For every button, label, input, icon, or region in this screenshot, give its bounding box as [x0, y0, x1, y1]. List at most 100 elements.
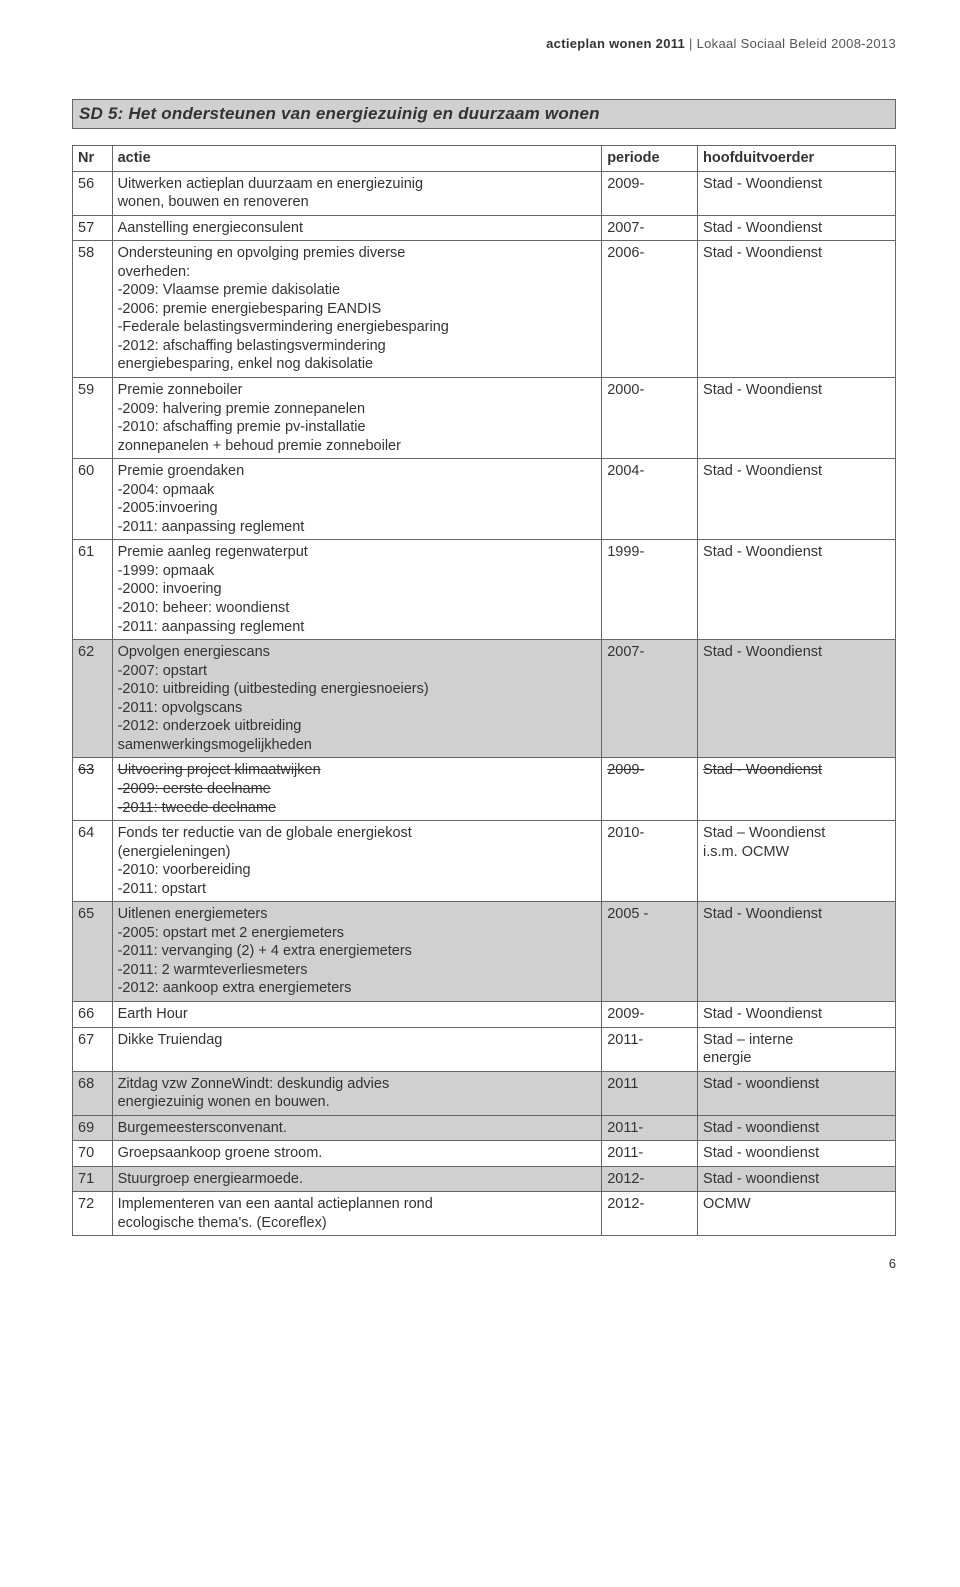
- hoofd-line: Stad - woondienst: [703, 1145, 819, 1161]
- table-row: 67Dikke Truiendag2011-Stad – interneener…: [73, 1027, 896, 1071]
- hoofd-line: Stad – Woondienst: [703, 825, 825, 841]
- cell-actie: Uitwerken actieplan duurzaam en energiez…: [112, 171, 602, 215]
- cell-hoofduitvoerder: OCMW: [698, 1192, 896, 1236]
- actie-line: -2011: opstart: [118, 881, 206, 897]
- cell-hoofduitvoerder: Stad - woondienst: [698, 1141, 896, 1167]
- hoofd-line: Stad - Woondienst: [703, 220, 822, 236]
- col-header-hoofd: hoofduitvoerder: [698, 146, 896, 172]
- cell-hoofduitvoerder: Stad - woondienst: [698, 1166, 896, 1192]
- page: actieplan wonen 2011 | Lokaal Sociaal Be…: [0, 0, 960, 1307]
- hoofd-line: Stad - Woondienst: [703, 382, 822, 398]
- hoofd-line: Stad - Woondienst: [703, 906, 822, 922]
- actie-line: -2005:invoering: [118, 500, 218, 516]
- cell-nr: 58: [73, 241, 113, 378]
- actie-line: overheden:: [118, 264, 191, 280]
- actie-line: Uitvoering project klimaatwijken: [118, 762, 321, 778]
- cell-actie: Earth Hour: [112, 1001, 602, 1027]
- table-row: 60Premie groendaken-2004: opmaak-2005:in…: [73, 459, 896, 540]
- cell-periode: 2011: [602, 1071, 698, 1115]
- cell-periode: 2012-: [602, 1192, 698, 1236]
- actie-line: -2011: vervanging (2) + 4 extra energiem…: [118, 943, 412, 959]
- cell-actie: Ondersteuning en opvolging premies diver…: [112, 241, 602, 378]
- hoofd-line: Stad - Woondienst: [703, 1006, 822, 1022]
- cell-nr: 70: [73, 1141, 113, 1167]
- actie-line: (energieleningen): [118, 844, 231, 860]
- cell-periode: 2012-: [602, 1166, 698, 1192]
- cell-hoofduitvoerder: Stad - Woondienst: [698, 902, 896, 1002]
- actie-line: Groepsaankoop groene stroom.: [118, 1145, 323, 1161]
- hoofd-line: Stad - Woondienst: [703, 544, 822, 560]
- table-row: 59Premie zonneboiler-2009: halvering pre…: [73, 378, 896, 459]
- cell-hoofduitvoerder: Stad - Woondienst: [698, 378, 896, 459]
- cell-nr: 71: [73, 1166, 113, 1192]
- cell-periode: 1999-: [602, 540, 698, 640]
- table-row: 66Earth Hour2009-Stad - Woondienst: [73, 1001, 896, 1027]
- table-row: 65Uitlenen energiemeters-2005: opstart m…: [73, 902, 896, 1002]
- actie-line: Aanstelling energieconsulent: [118, 220, 303, 236]
- cell-hoofduitvoerder: Stad - Woondienst: [698, 640, 896, 758]
- actie-line: -2011: tweede deelname: [118, 800, 277, 816]
- actie-line: -2012: afschaffing belastingsverminderin…: [118, 338, 386, 354]
- actie-line: energiebesparing, enkel nog dakisolatie: [118, 356, 374, 372]
- cell-actie: Stuurgroep energiearmoede.: [112, 1166, 602, 1192]
- cell-nr: 68: [73, 1071, 113, 1115]
- actie-line: -2009: Vlaamse premie dakisolatie: [118, 282, 340, 298]
- cell-hoofduitvoerder: Stad – interne energie: [698, 1027, 896, 1071]
- actie-line: Ondersteuning en opvolging premies diver…: [118, 245, 406, 261]
- cell-hoofduitvoerder: Stad - Woondienst: [698, 540, 896, 640]
- actie-line: -2011: aanpassing reglement: [118, 619, 305, 635]
- cell-actie: Burgemeestersconvenant.: [112, 1115, 602, 1141]
- cell-periode: 2011-: [602, 1115, 698, 1141]
- table-row: 61Premie aanleg regenwaterput-1999: opma…: [73, 540, 896, 640]
- actie-line: Zitdag vzw ZonneWindt: deskundig advies: [118, 1076, 390, 1092]
- hoofd-line: Stad - woondienst: [703, 1171, 819, 1187]
- header-title-sep: |: [685, 36, 697, 51]
- actie-line: -Federale belastingsvermindering energie…: [118, 319, 449, 335]
- cell-actie: Premie zonneboiler-2009: halvering premi…: [112, 378, 602, 459]
- actie-line: Earth Hour: [118, 1006, 188, 1022]
- cell-actie: Premie groendaken -2004: opmaak -2005:invo…: [112, 459, 602, 540]
- cell-actie: Uitlenen energiemeters-2005: opstart met…: [112, 902, 602, 1002]
- actie-line: -2010: voorbereiding: [118, 862, 251, 878]
- actie-line: -2004: opmaak: [118, 482, 215, 498]
- cell-hoofduitvoerder: Stad - Woondienst: [698, 171, 896, 215]
- cell-actie: Aanstelling energieconsulent: [112, 215, 602, 241]
- hoofd-line: i.s.m. OCMW: [703, 844, 789, 860]
- hoofd-line: energie: [703, 1050, 751, 1066]
- actie-line: Fonds ter reductie van de globale energi…: [118, 825, 412, 841]
- hoofd-line: Stad - Woondienst: [703, 644, 822, 660]
- cell-hoofduitvoerder: Stad - Woondienst: [698, 758, 896, 821]
- actie-line: -2012: aankoop extra energiemeters: [118, 980, 352, 996]
- table-row: 68Zitdag vzw ZonneWindt: deskundig advie…: [73, 1071, 896, 1115]
- cell-actie: Uitvoering project klimaatwijken-2009: e…: [112, 758, 602, 821]
- cell-periode: 2000-: [602, 378, 698, 459]
- hoofd-line: Stad – interne: [703, 1032, 793, 1048]
- cell-periode: 2007-: [602, 215, 698, 241]
- cell-nr: 62: [73, 640, 113, 758]
- cell-actie: Implementeren van een aantal actieplanne…: [112, 1192, 602, 1236]
- actie-line: -2011: opvolgscans: [118, 700, 243, 716]
- cell-nr: 66: [73, 1001, 113, 1027]
- actie-line: energiezuinig wonen en bouwen.: [118, 1094, 330, 1110]
- hoofd-line: OCMW: [703, 1196, 751, 1212]
- cell-actie: Zitdag vzw ZonneWindt: deskundig advies e…: [112, 1071, 602, 1115]
- cell-periode: 2011-: [602, 1141, 698, 1167]
- actie-line: Premie groendaken: [118, 463, 245, 479]
- cell-periode: 2004-: [602, 459, 698, 540]
- cell-nr: 64: [73, 821, 113, 902]
- cell-hoofduitvoerder: Stad - Woondienst: [698, 241, 896, 378]
- action-table: Nr actie periode hoofduitvoerder 56Uitwe…: [72, 145, 896, 1236]
- cell-hoofduitvoerder: Stad - Woondienst: [698, 215, 896, 241]
- actie-line: Opvolgen energiescans: [118, 644, 270, 660]
- actie-line: -2010: beheer: woondienst: [118, 600, 290, 616]
- header-title-rest: Lokaal Sociaal Beleid 2008-2013: [697, 36, 896, 51]
- cell-periode: 2005 -: [602, 902, 698, 1002]
- cell-hoofduitvoerder: Stad - Woondienst: [698, 459, 896, 540]
- col-header-periode: periode: [602, 146, 698, 172]
- actie-line: -2010: uitbreiding (uitbesteding energie…: [118, 681, 429, 697]
- cell-nr: 69: [73, 1115, 113, 1141]
- cell-periode: 2009-: [602, 171, 698, 215]
- table-row: 70 Groepsaankoop groene stroom. 2011- Stad …: [73, 1141, 896, 1167]
- hoofd-line: Stad - woondienst: [703, 1076, 819, 1092]
- document-header: actieplan wonen 2011 | Lokaal Sociaal Be…: [72, 36, 896, 51]
